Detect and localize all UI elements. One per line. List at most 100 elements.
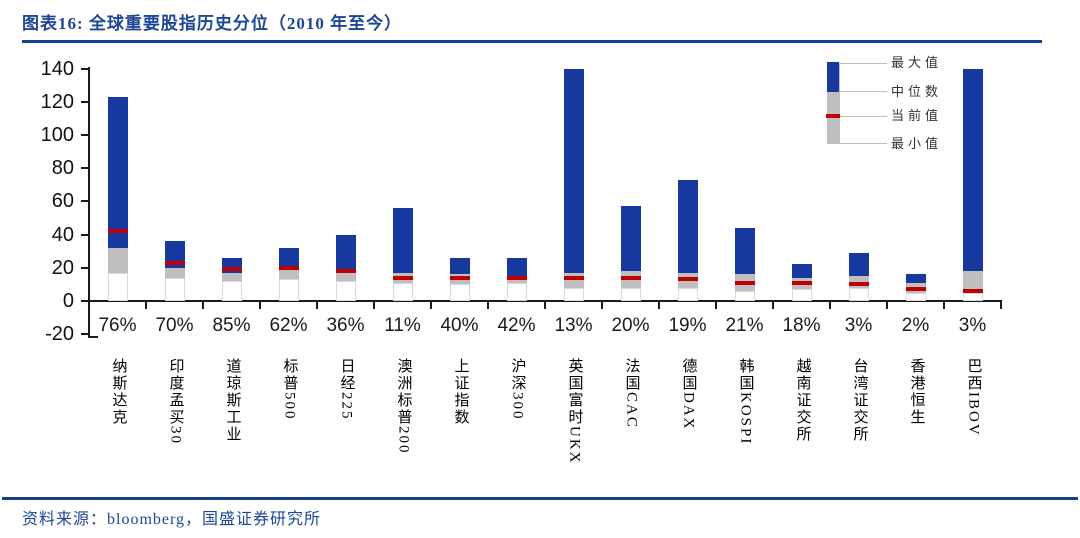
- bar-base-segment: [563, 287, 584, 301]
- bar-base-segment: [506, 282, 527, 301]
- category-label: 标普500: [281, 358, 298, 421]
- bar-current-marker: [221, 267, 242, 272]
- percentile-label: 13%: [554, 315, 593, 336]
- x-axis-tick: [772, 302, 774, 309]
- bar-median-max-segment: [335, 234, 356, 270]
- x-axis-tick: [715, 302, 717, 309]
- bar-current-marker: [107, 229, 128, 234]
- bar-current-marker: [392, 275, 413, 280]
- bar-base-segment: [107, 272, 128, 301]
- bar-median-max-segment: [734, 227, 755, 275]
- footer-rule: [2, 497, 1078, 500]
- x-axis-tick: [259, 302, 261, 309]
- category-label: 道琼斯工业: [224, 358, 241, 443]
- y-axis-tick: [81, 333, 89, 336]
- bar-current-marker: [335, 269, 356, 274]
- bar-current-marker: [278, 265, 299, 270]
- legend-connector-median: [839, 91, 887, 92]
- bar-current-marker: [677, 277, 698, 282]
- y-axis-tick-label: -20: [45, 323, 74, 346]
- bar-base-segment: [221, 281, 242, 301]
- bar-median-max-segment: [848, 252, 869, 277]
- y-axis-tick-label: 40: [51, 223, 74, 246]
- y-axis-tick: [81, 233, 89, 236]
- percentile-label: 62%: [269, 315, 308, 336]
- bar-median-max-segment: [677, 179, 698, 273]
- percentile-label: 2%: [901, 315, 930, 336]
- legend-connector-current: [839, 116, 887, 117]
- category-label: 印度孟买30: [167, 358, 184, 445]
- bar-base-segment: [734, 291, 755, 301]
- bar-current-marker: [449, 275, 470, 280]
- legend-label-min: 最小值: [891, 136, 943, 151]
- x-axis-tick: [544, 302, 546, 309]
- x-axis-tick: [943, 302, 945, 309]
- category-label: 越南证交所: [794, 358, 811, 443]
- legend-current-swatch: [826, 114, 840, 118]
- figure-title: 图表16: 全球重要股指历史分位（2010 年至今）: [22, 14, 403, 33]
- y-axis-tick-label: 60: [51, 190, 74, 213]
- percentile-label: 85%: [212, 315, 251, 336]
- bar-median-max-segment: [449, 257, 470, 275]
- bar-min-median-segment: [107, 247, 128, 273]
- bar-base-segment: [278, 279, 299, 301]
- x-axis-tick: [316, 302, 318, 309]
- bar-min-median-segment: [335, 269, 356, 282]
- legend-label-max: 最大值: [891, 55, 943, 70]
- bar-current-marker: [506, 275, 527, 280]
- y-axis-tick: [81, 300, 89, 302]
- bar-median-max-segment: [962, 68, 983, 272]
- x-axis-tick: [202, 302, 204, 309]
- x-axis-tick: [145, 302, 147, 309]
- x-axis-tick: [1000, 302, 1002, 309]
- bar-median-max-segment: [506, 257, 527, 277]
- bar-current-marker: [905, 287, 926, 292]
- x-axis-tick: [829, 302, 831, 309]
- bar-current-marker: [563, 275, 584, 280]
- y-axis-tick: [81, 100, 89, 103]
- category-label: 英国富时UKX: [566, 358, 583, 465]
- x-axis-tick: [886, 302, 888, 309]
- y-axis-tick-label: 140: [40, 57, 74, 80]
- bar-current-marker: [164, 260, 185, 265]
- percentile-label: 40%: [440, 315, 479, 336]
- bar-min-median-segment: [962, 271, 983, 293]
- bar-median-max-segment: [278, 247, 299, 270]
- legend-label-median: 中位数: [891, 84, 943, 99]
- x-axis-tick: [601, 302, 603, 309]
- percentile-label: 18%: [782, 315, 821, 336]
- category-label: 上证指数: [452, 358, 469, 426]
- percentile-label: 3%: [958, 315, 987, 336]
- bar-min-median-segment: [278, 269, 299, 280]
- percentile-label: 20%: [611, 315, 650, 336]
- bar-base-segment: [791, 289, 812, 301]
- percentile-label: 11%: [384, 315, 421, 336]
- percentile-label: 42%: [497, 315, 536, 336]
- bar-base-segment: [164, 277, 185, 301]
- category-label: 澳洲标普200: [395, 358, 412, 455]
- source-line: 资料来源：bloomberg，国盛证券研究所: [22, 511, 322, 528]
- category-label: 巴西IBOV: [965, 358, 982, 437]
- bar-median-max-segment: [620, 206, 641, 272]
- y-axis-tick: [81, 134, 89, 136]
- bar-base-segment: [620, 287, 641, 301]
- bar-base-segment: [962, 292, 983, 301]
- y-axis-tick: [81, 67, 89, 70]
- bar-base-segment: [848, 287, 869, 301]
- bar-current-marker: [962, 289, 983, 294]
- bar-min-median-segment: [848, 276, 869, 288]
- y-axis-line: [88, 66, 90, 339]
- legend-spine-line: [839, 63, 840, 144]
- bar-base-segment: [677, 287, 698, 301]
- bar-current-marker: [791, 280, 812, 285]
- bar-min-median-segment: [221, 272, 242, 282]
- bar-base-segment: [335, 281, 356, 301]
- legend-range-swatch: [827, 92, 839, 144]
- x-axis-tick: [373, 302, 375, 309]
- y-axis-tick-label: 100: [40, 124, 74, 146]
- legend-label-current: 当前值: [891, 108, 943, 123]
- y-axis-tick: [81, 167, 89, 170]
- bar-median-max-segment: [107, 96, 128, 248]
- category-label: 韩国KOSPI: [737, 358, 754, 446]
- category-label: 沪深300: [509, 358, 526, 421]
